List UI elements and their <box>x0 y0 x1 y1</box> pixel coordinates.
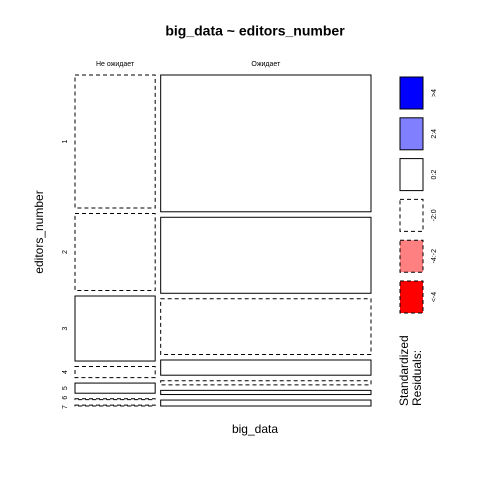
row-label: 6 <box>62 396 69 400</box>
mosaic-cell <box>74 398 156 401</box>
legend-label: >4 <box>431 89 438 97</box>
legend-swatch <box>399 239 424 273</box>
legend-swatch <box>399 117 424 151</box>
mosaic-cell <box>160 389 372 396</box>
legend-label: 2:4 <box>431 129 438 139</box>
legend-swatch <box>399 158 424 192</box>
column-label: Ожидает <box>251 61 281 68</box>
y-axis-label: editors_number <box>32 190 46 273</box>
legend-label: 0:2 <box>431 170 438 180</box>
x-axis-label: big_data <box>232 422 278 436</box>
mosaic-cell <box>74 213 156 292</box>
legend-swatch <box>399 76 424 110</box>
legend-label: <-4 <box>431 292 438 302</box>
column-label: Не ожидает <box>96 61 135 68</box>
legend-swatch <box>399 198 424 232</box>
row-label: 3 <box>62 326 69 330</box>
mosaic-cell <box>160 380 372 386</box>
mosaic-cell <box>74 382 156 394</box>
row-label: 1 <box>62 139 69 143</box>
row-label: 5 <box>62 386 69 390</box>
row-label: 2 <box>62 250 69 254</box>
mosaic-cell <box>160 74 372 213</box>
row-label: 7 <box>62 405 69 409</box>
mosaic-cell <box>74 366 156 379</box>
mosaic-cell <box>74 404 156 407</box>
mosaic-cell <box>160 359 372 376</box>
row-label: 4 <box>62 370 69 374</box>
mosaic-cell <box>74 295 156 362</box>
legend-label: -2:0 <box>431 209 438 221</box>
chart-title: big_data ~ editors_number <box>165 23 345 39</box>
legend-label: -4:-2 <box>431 249 438 264</box>
legend-title: StandardizedResiduals: <box>397 335 424 406</box>
mosaic-cell <box>74 74 156 209</box>
mosaic-cell <box>160 298 372 355</box>
mosaic-cell <box>160 216 372 294</box>
mosaic-cell <box>160 399 372 407</box>
legend-swatch <box>399 280 424 314</box>
